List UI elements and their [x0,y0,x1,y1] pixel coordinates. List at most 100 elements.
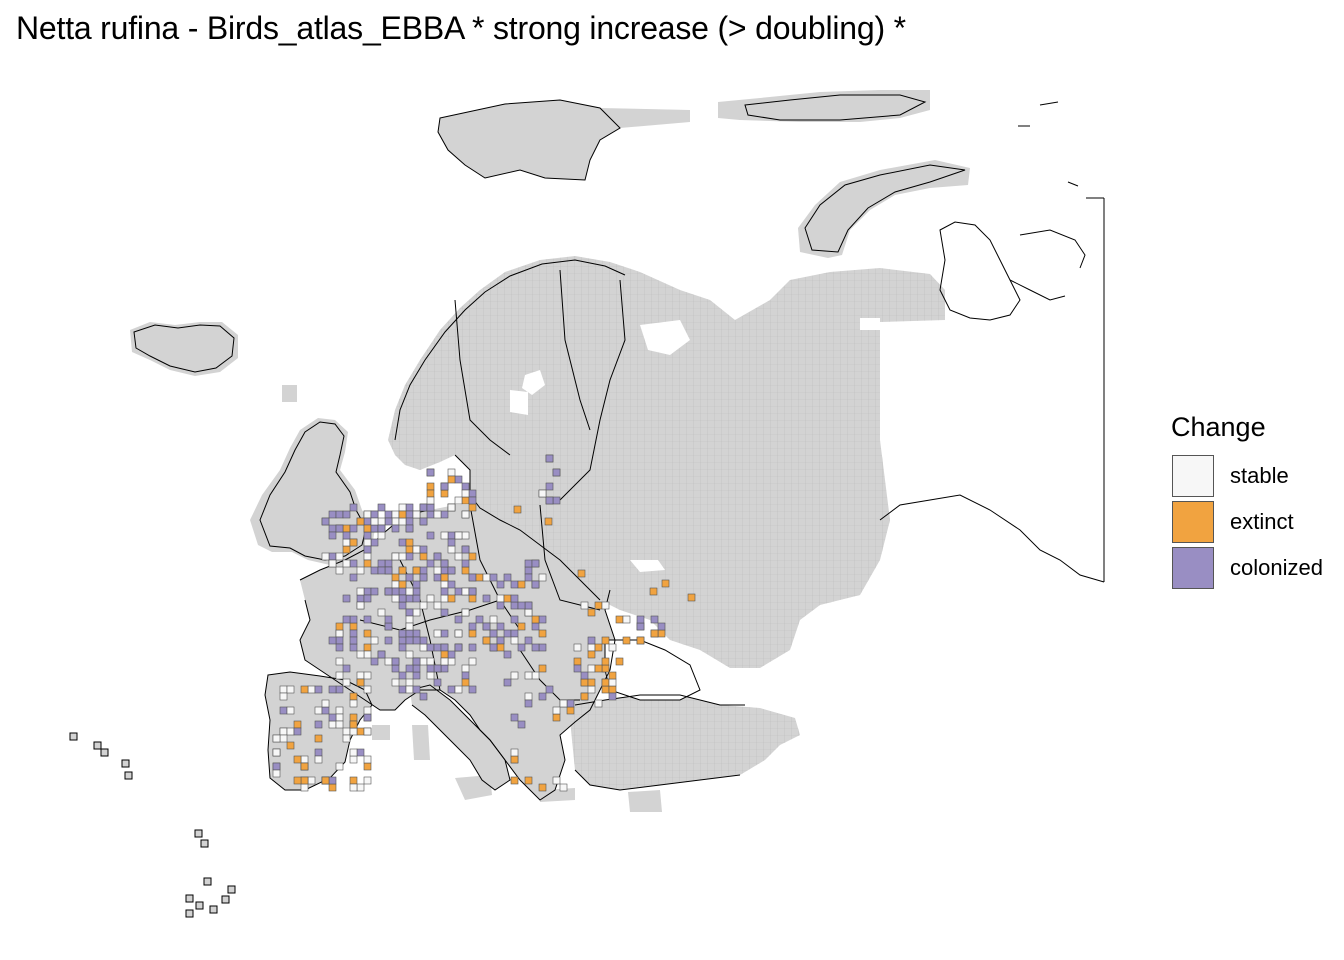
cell-extinct [552,713,561,722]
cell-colonized [468,685,477,694]
cell-extinct [356,727,365,736]
cell-stable [391,510,400,519]
cell-stable [279,734,288,743]
cell-colonized [363,531,372,540]
cell-extinct [513,505,522,514]
cell-stable [335,671,344,680]
legend-title: Change [1171,412,1266,442]
cell-colonized [342,615,351,624]
novaya-zemlya-region [798,160,970,258]
cell-colonized [419,517,428,526]
cell-stable [356,601,365,610]
cell-stable [363,671,372,680]
cell-colonized [545,482,554,491]
cell-colonized [328,776,337,785]
cell-extinct [356,678,365,687]
cell-colonized [293,727,302,736]
cell-extinct [468,594,477,603]
cell-stable [272,734,281,743]
cell-colonized [510,615,519,624]
cell-colonized [510,601,519,610]
cell-colonized [461,559,470,568]
cell-colonized [391,587,400,596]
cell-stable [405,678,414,687]
cell-colonized [405,594,414,603]
cell-stable [370,636,379,645]
cell-colonized [405,510,414,519]
cell-colonized [482,594,491,603]
cell-colonized [468,489,477,498]
cell-stable [622,615,631,624]
cell-colonized [468,573,477,582]
cell-stable [433,510,442,519]
cell-extinct [538,629,547,638]
cell-stable [496,594,505,603]
cell-extinct [314,734,323,743]
cell-colonized [468,643,477,652]
cell-extinct [321,776,330,785]
cell-colonized [314,748,323,757]
cell-stable [356,783,365,792]
cell-colonized [503,678,512,687]
cell-colonized [335,636,344,645]
cell-colonized [398,594,407,603]
cell-colonized [405,552,414,561]
cell-colonized [377,524,386,533]
cell-colonized [363,594,372,603]
cell-stable [279,685,288,694]
cell-colonized [454,587,463,596]
cell-colonized [405,664,414,673]
cell-stable [538,573,547,582]
cell-extinct [363,629,372,638]
cell-extinct [615,615,624,624]
cell-stable [405,650,414,659]
cell-colonized [412,580,421,589]
cell-extinct [419,552,428,561]
cell-colonized [321,706,330,715]
cell-stable [426,671,435,680]
cell-colonized [538,692,547,701]
cell-extinct [577,569,586,578]
legend-swatch-extinct [1172,501,1214,543]
cell-stable [461,587,470,596]
svalbard-region [438,100,690,180]
cell-stable [342,734,351,743]
cell-colonized [531,622,540,631]
cell-stable [587,664,596,673]
cell-colonized [657,622,666,631]
cell-stable [356,650,365,659]
cell-colonized [363,517,372,526]
cell-colonized [370,657,379,666]
franz-josef-region [718,90,930,122]
cell-colonized [384,566,393,575]
cell-colonized [440,587,449,596]
cell-colonized [440,510,449,519]
atlantic-islands [69,732,236,918]
cell-extinct [328,783,337,792]
cell-extinct [661,579,670,588]
cell-colonized [489,573,498,582]
cell-extinct [349,538,358,547]
cell-stable [384,657,393,666]
cell-colonized [342,510,351,519]
cell-extinct [594,601,603,610]
cyprus-region [628,790,662,812]
cell-colonized [433,552,442,561]
cell-colonized [447,580,456,589]
cell-colonized [426,559,435,568]
cell-stable [398,552,407,561]
cell-stable [412,608,421,617]
cell-colonized [321,517,330,526]
cell-extinct [293,720,302,729]
cell-stable [510,748,519,757]
cell-stable [447,545,456,554]
cell-stable [489,615,498,624]
cell-colonized [412,636,421,645]
cell-stable [510,671,519,680]
cell-stable [363,552,372,561]
cell-extinct [622,636,631,645]
cell-extinct [440,489,449,498]
cell-stable [573,643,582,652]
cell-colonized [328,510,337,519]
